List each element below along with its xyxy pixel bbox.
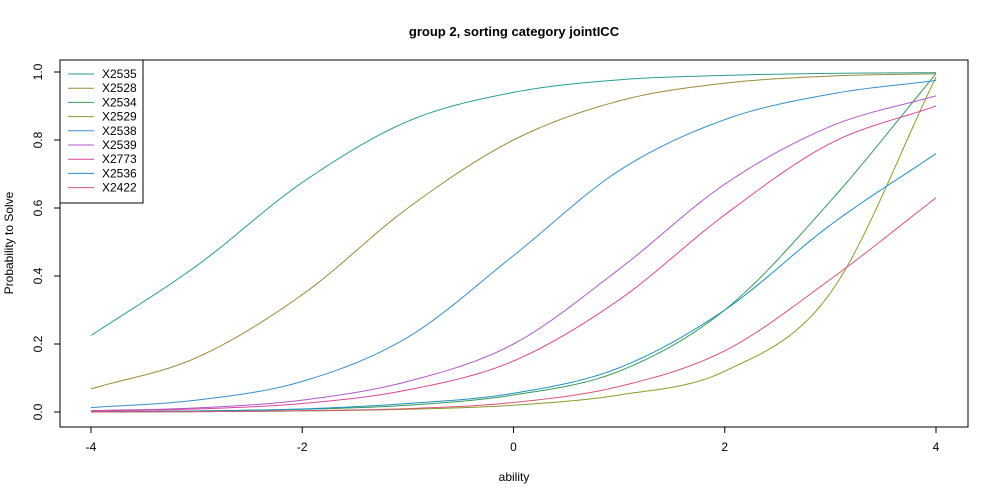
- x-axis: -4 -2 0 2 4: [86, 426, 940, 454]
- legend-label: X2539: [102, 138, 137, 152]
- y-tick-label: 0.2: [31, 335, 45, 352]
- series-line-x2422: [90, 197, 937, 413]
- legend-label: X2534: [102, 95, 137, 109]
- x-axis-title: ability: [499, 470, 530, 484]
- series-line-x2539: [90, 95, 937, 412]
- series-line-x2529: [90, 76, 937, 413]
- y-tick-label: 1.0: [31, 63, 45, 80]
- chart-title: group 2, sorting category jointICC: [409, 24, 620, 39]
- y-tick-label: 0.4: [31, 267, 45, 284]
- legend-label: X2535: [102, 67, 137, 81]
- legend: X2535X2528X2534X2529X2538X2539X2773X2536…: [59, 59, 144, 204]
- series-line-x2773: [90, 105, 937, 412]
- x-tick-label: 2: [721, 440, 728, 454]
- plot-frame: [59, 59, 969, 428]
- series-line-x2536: [90, 153, 937, 413]
- legend-label: X2536: [102, 166, 137, 180]
- x-tick-label: 0: [510, 440, 517, 454]
- x-tick-label: -2: [297, 440, 308, 454]
- y-tick-label: 0.0: [31, 403, 45, 420]
- y-axis-title: Probability to Solve: [2, 191, 16, 294]
- x-tick-label: 4: [933, 440, 940, 454]
- series-layer: [90, 72, 937, 413]
- legend-label: X2528: [102, 81, 137, 95]
- series-line-x2538: [90, 80, 937, 409]
- series-line-x2528: [90, 73, 937, 390]
- y-tick-label: 0.6: [31, 199, 45, 216]
- legend-label: X2538: [102, 124, 137, 138]
- legend-label: X2422: [102, 181, 137, 195]
- y-axis: 0.0 0.2 0.4 0.6 0.8 1.0: [31, 63, 61, 420]
- legend-label: X2529: [102, 110, 137, 124]
- y-tick-label: 0.8: [31, 131, 45, 148]
- legend-box: [59, 59, 144, 204]
- series-line-x2535: [90, 72, 937, 336]
- x-tick-label: -4: [86, 440, 97, 454]
- legend-label: X2773: [102, 152, 137, 166]
